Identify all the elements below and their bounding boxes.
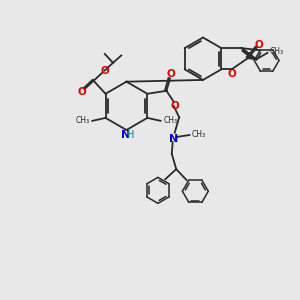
Text: O: O bbox=[77, 87, 86, 97]
Text: N: N bbox=[169, 134, 178, 143]
Text: O: O bbox=[171, 101, 179, 111]
Text: H: H bbox=[127, 130, 134, 140]
Text: CH₃: CH₃ bbox=[270, 47, 284, 56]
Text: O: O bbox=[100, 66, 109, 76]
Text: CH₃: CH₃ bbox=[75, 116, 89, 125]
Text: O: O bbox=[167, 69, 175, 79]
Text: CH₃: CH₃ bbox=[164, 116, 178, 125]
Text: N: N bbox=[121, 130, 130, 140]
Text: O: O bbox=[254, 40, 263, 50]
Text: CH₃: CH₃ bbox=[192, 130, 206, 139]
Text: O: O bbox=[227, 69, 236, 79]
